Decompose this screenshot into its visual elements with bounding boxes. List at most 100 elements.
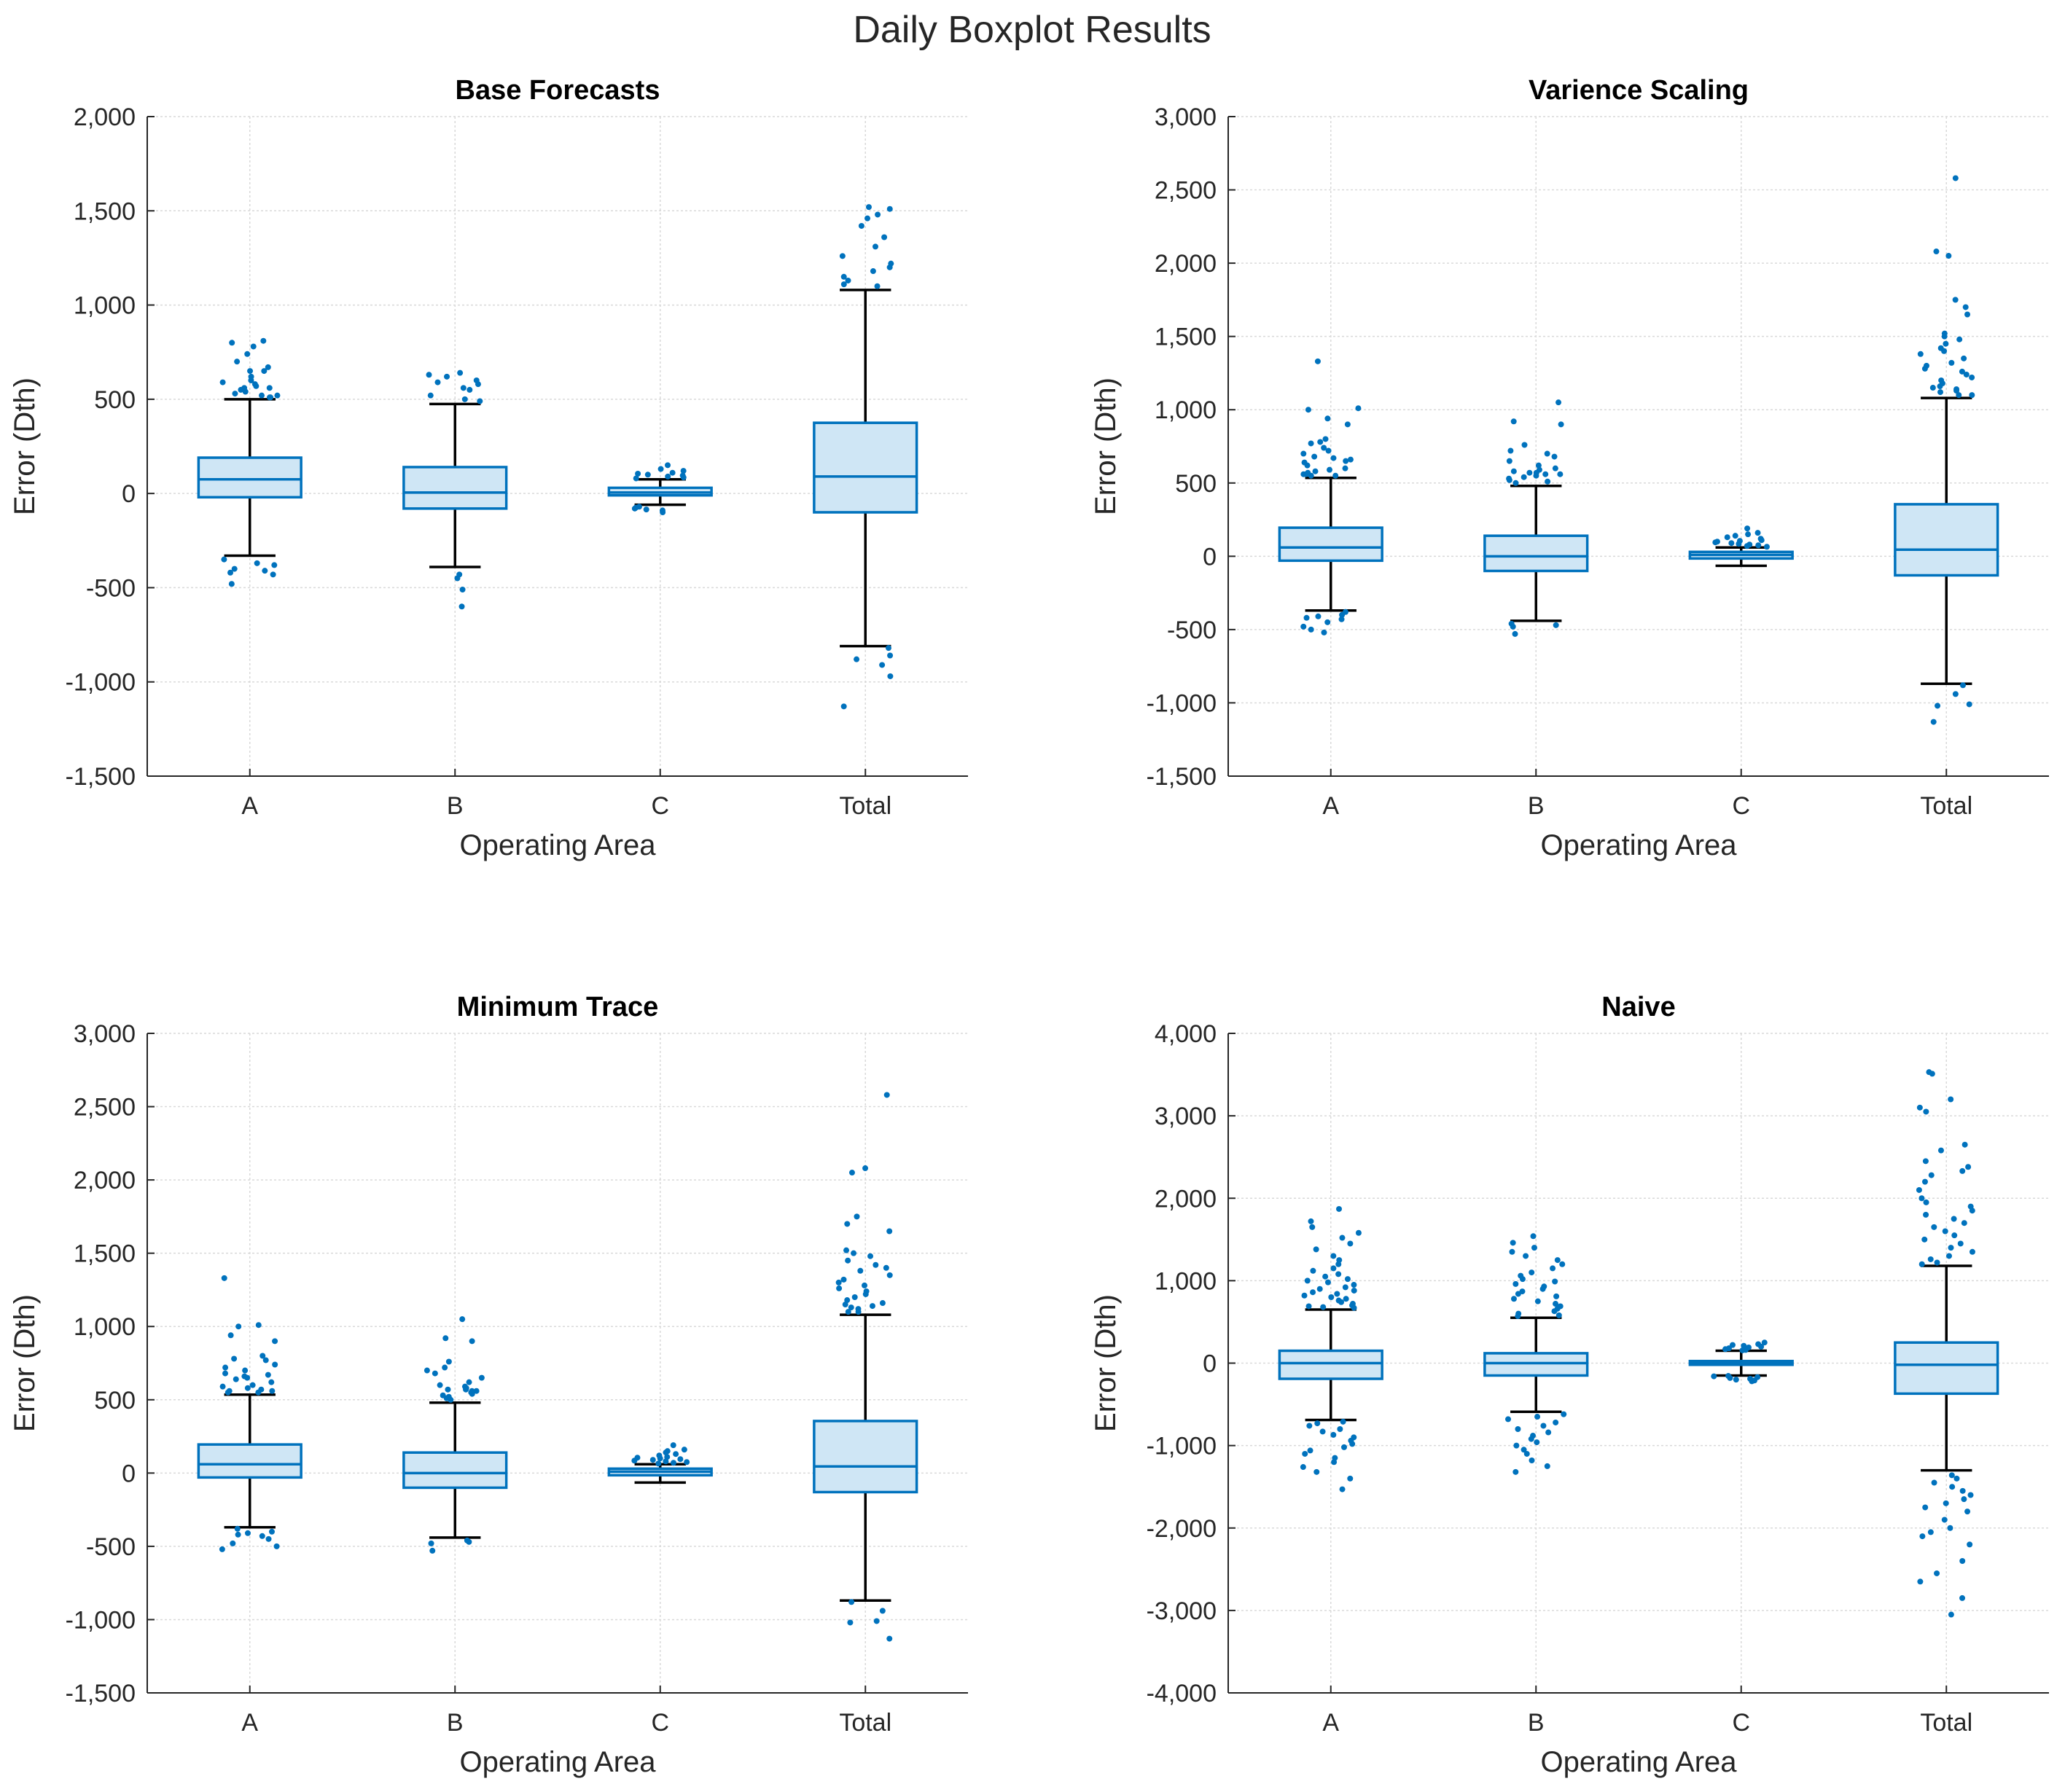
outlier-point <box>458 603 465 610</box>
outlier-point <box>869 1303 875 1310</box>
x-tick-label: C <box>651 1709 669 1737</box>
outlier-point <box>427 392 434 399</box>
outlier-point <box>429 1547 436 1554</box>
outlier-point <box>1943 1500 1949 1506</box>
outlier-point <box>681 1447 687 1453</box>
outlier-point <box>247 368 254 375</box>
outlier-point <box>269 1388 276 1394</box>
y-tick-label: 1,500 <box>74 197 136 225</box>
outlier-point <box>1953 1475 1960 1482</box>
outlier-point <box>221 556 227 563</box>
y-tick-label: 500 <box>1175 470 1217 498</box>
outlier-point <box>448 1396 454 1403</box>
outlier-point <box>1339 1486 1346 1492</box>
y-axis-label: Error (Dth) <box>9 1294 41 1432</box>
outlier-point <box>660 509 666 515</box>
outlier-point <box>1724 534 1730 541</box>
outlier-point <box>881 234 888 240</box>
iqr-box <box>1483 534 1589 573</box>
outlier-point <box>1959 1558 1966 1564</box>
outlier-point <box>1523 1450 1530 1457</box>
outlier-point <box>1355 405 1362 412</box>
outlier-point <box>1530 1233 1537 1240</box>
y-tick-label: 3,000 <box>74 1020 136 1048</box>
outlier-point <box>1324 415 1331 422</box>
outlier-point <box>857 1267 864 1274</box>
outlier-point <box>1344 421 1351 428</box>
outlier-point <box>873 1618 880 1624</box>
outlier-point <box>1324 619 1331 625</box>
figure-title: Daily Boxplot Results <box>853 9 1211 51</box>
outlier-point <box>1326 466 1332 473</box>
subplot-title: Base Forecasts <box>456 75 660 106</box>
outlier-point <box>235 1531 241 1538</box>
outlier-point <box>467 386 473 393</box>
x-tick-label: Total <box>839 1709 891 1737</box>
outlier-point <box>1512 1468 1519 1475</box>
iqr-box <box>197 1443 302 1479</box>
outlier-point <box>1308 440 1314 447</box>
outlier-point <box>848 1304 854 1311</box>
outlier-point <box>454 575 461 582</box>
outlier-point <box>655 1460 662 1467</box>
outlier-point <box>649 1457 656 1463</box>
outlier-point <box>1964 1509 1971 1515</box>
x-tick-label: B <box>447 792 464 820</box>
outlier-point <box>1945 1253 1952 1259</box>
y-tick-label: 3,000 <box>1155 103 1217 131</box>
outlier-point <box>230 1540 236 1546</box>
outlier-point <box>1529 1457 1535 1463</box>
outlier-point <box>839 253 846 259</box>
outlier-point <box>1969 1248 1975 1255</box>
outlier-point <box>442 1335 449 1342</box>
y-tick-label: 2,000 <box>1155 1185 1217 1213</box>
x-tick-label: B <box>447 1709 464 1737</box>
outlier-point <box>265 1372 271 1378</box>
outlier-point <box>1300 623 1307 630</box>
outlier-point <box>1952 175 1959 181</box>
outlier-point <box>1739 1347 1746 1353</box>
box-C <box>607 462 713 515</box>
outlier-point <box>434 379 441 386</box>
outlier-point <box>631 505 638 512</box>
y-tick-label: 2,500 <box>74 1094 136 1122</box>
outlier-point <box>1535 462 1542 469</box>
outlier-point <box>1961 1220 1967 1226</box>
outlier-point <box>1952 297 1959 303</box>
x-axis-label: Operating Area <box>1540 829 1737 861</box>
outlier-point <box>1558 421 1564 428</box>
outlier-point <box>466 1379 472 1385</box>
box-C <box>1688 1339 1794 1385</box>
outlier-point <box>1539 1286 1546 1292</box>
outlier-point <box>1506 458 1512 464</box>
outlier-point <box>259 1353 266 1359</box>
y-tick-label: 1,000 <box>74 1313 136 1341</box>
outlier-point <box>1937 383 1943 390</box>
outlier-point <box>1325 447 1332 454</box>
outlier-point <box>229 340 235 346</box>
outlier-point <box>250 343 257 350</box>
outlier-point <box>244 1385 251 1391</box>
outlier-point <box>1310 1267 1316 1274</box>
outlier-point <box>1941 333 1948 340</box>
y-tick-label: 1,000 <box>1155 1267 1217 1295</box>
outlier-point <box>883 1092 890 1098</box>
outlier-point <box>1712 539 1719 546</box>
outlier-point <box>1347 1475 1354 1482</box>
outlier-point <box>1966 701 1972 708</box>
box-B <box>402 1316 508 1554</box>
outlier-point <box>1304 462 1311 469</box>
outlier-point <box>1521 1447 1527 1453</box>
outlier-point <box>1328 1294 1335 1300</box>
outlier-point <box>1967 1492 1974 1498</box>
outlier-point <box>1918 1195 1925 1202</box>
outlier-point <box>459 587 466 593</box>
outlier-point <box>1921 365 1928 372</box>
outlier-point <box>862 1282 868 1288</box>
outlier-point <box>261 368 268 375</box>
outlier-point <box>1533 472 1539 479</box>
outlier-point <box>244 1374 251 1381</box>
iqr-box <box>402 1451 508 1490</box>
outlier-point <box>1945 253 1952 259</box>
outlier-point <box>244 1530 251 1536</box>
